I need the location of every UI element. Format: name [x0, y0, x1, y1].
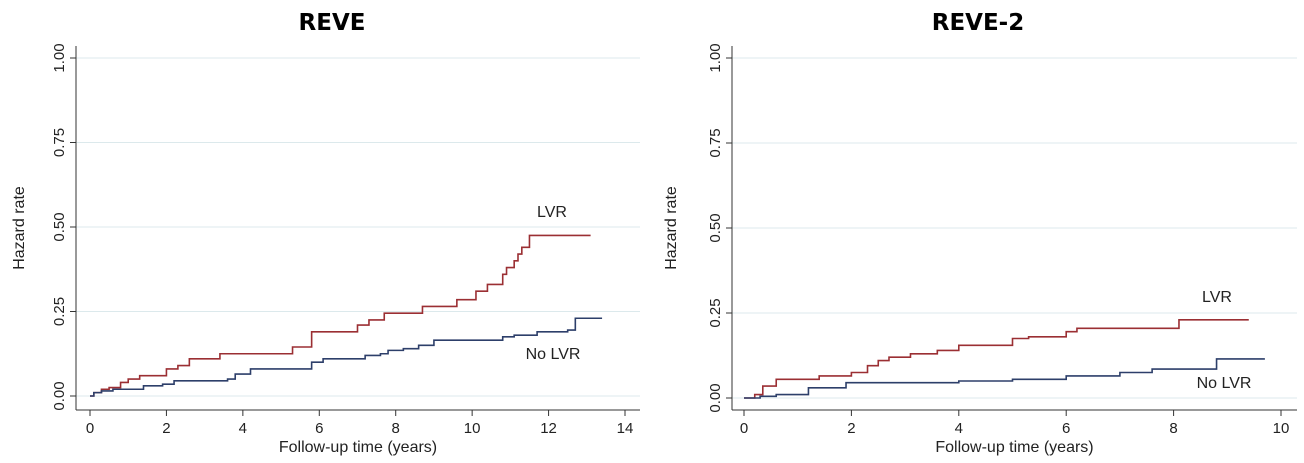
- series-line-no-lvr: [744, 358, 1265, 399]
- y-axis-label: Hazard rate: [11, 186, 28, 270]
- y-tick-label: 0.00: [51, 381, 68, 410]
- chart-svg-reve: 0.00 0.25 0.50 0.75 1.00 0 2 4 6 8 10 12 14 Follow-up…: [11, 43, 640, 456]
- chart-panel-reve-2: REVE-2 0.00 0.25 0.50 0.75 1.00 0 2 4 6 8 10 Follow…: [652, 0, 1304, 463]
- series-label: LVR: [1202, 289, 1232, 306]
- x-tick-label: 6: [315, 420, 323, 437]
- x-tick-label: 6: [1062, 420, 1070, 437]
- chart-title: REVE: [298, 10, 366, 36]
- x-tick-label: 10: [1273, 420, 1290, 437]
- y-axis-label: Hazard rate: [663, 186, 680, 270]
- x-tick-label: 12: [540, 420, 557, 437]
- chart-panel-reve: REVE 0.00 0.25 0.50 0.75 1.00 0 2 4 6 8 10 12 14 Foll…: [11, 10, 640, 456]
- y-tick-label: 0.75: [707, 128, 724, 157]
- y-tick-label: 0.75: [51, 128, 68, 157]
- y-tick-label: 0.25: [51, 297, 68, 326]
- y-tick-label: 1.00: [707, 43, 724, 72]
- chart-title: REVE-2: [931, 10, 1025, 36]
- x-tick-label: 8: [1169, 420, 1177, 437]
- y-tick-label: 0.00: [707, 383, 724, 412]
- y-tick-label: 0.50: [51, 212, 68, 241]
- x-tick-label: 0: [86, 420, 94, 437]
- x-tick-label: 0: [740, 420, 748, 437]
- x-tick-label: 4: [239, 420, 247, 437]
- x-axis-label: Follow-up time (years): [279, 439, 437, 456]
- x-axis-label: Follow-up time (years): [935, 439, 1093, 456]
- series-line-lvr: [90, 234, 591, 397]
- series-label: LVR: [537, 204, 567, 221]
- series-line-no-lvr: [90, 317, 603, 397]
- y-tick-label: 0.25: [707, 298, 724, 327]
- series-label: No LVR: [1197, 375, 1252, 392]
- x-tick-label: 8: [392, 420, 400, 437]
- series-label: No LVR: [526, 346, 581, 363]
- x-tick-label: 2: [847, 420, 855, 437]
- x-tick-label: 10: [464, 420, 481, 437]
- chart-svg-reve-2: 0.00 0.25 0.50 0.75 1.00 0 2 4 6 8 10 Follow-up tim…: [663, 43, 1297, 456]
- series-line-lvr: [744, 319, 1249, 399]
- x-tick-label: 4: [955, 420, 963, 437]
- x-tick-label: 2: [162, 420, 170, 437]
- y-tick-label: 1.00: [51, 43, 68, 72]
- x-tick-label: 14: [617, 420, 634, 437]
- y-tick-label: 0.50: [707, 213, 724, 242]
